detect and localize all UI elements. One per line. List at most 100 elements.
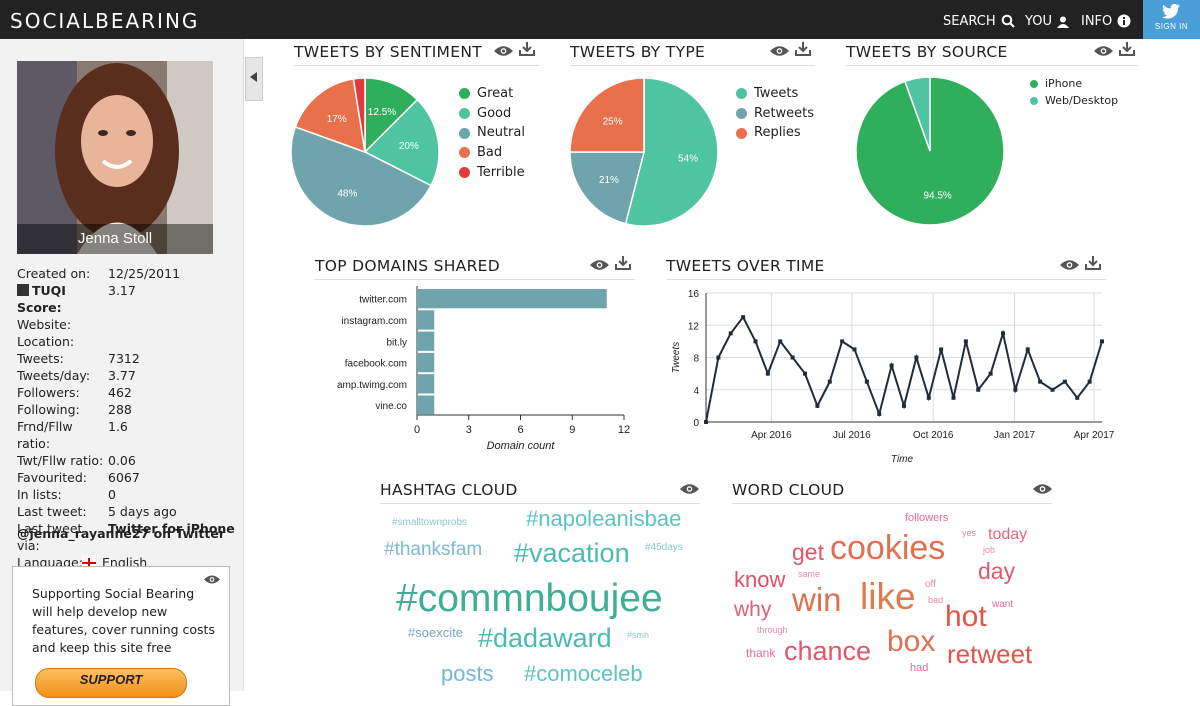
data-point[interactable] [1100,339,1104,344]
cloud-word[interactable]: want [992,599,1014,610]
download-icon[interactable] [519,41,535,61]
data-point[interactable] [951,395,956,400]
cloud-word[interactable]: yes [962,528,977,538]
eye-icon[interactable] [590,258,609,276]
eye-icon[interactable] [204,574,220,585]
data-point[interactable] [1087,379,1092,384]
logo[interactable]: SOCIALBEARING [10,9,200,33]
pie-slice-terrible[interactable] [352,77,366,153]
cloud-word[interactable]: #soexcite [408,625,463,640]
legend-item[interactable]: Good [459,104,525,124]
legend-item[interactable]: Tweets [736,84,814,104]
cloud-word[interactable]: #napoleanisbae [526,506,682,531]
data-point[interactable] [840,339,845,344]
data-point[interactable] [1025,347,1030,352]
data-point[interactable] [864,379,869,384]
cloud-word[interactable]: #thanksfam [384,539,483,560]
data-point[interactable] [778,339,783,344]
download-icon[interactable] [615,255,631,275]
bar[interactable] [417,374,435,394]
eye-icon[interactable] [1060,258,1079,276]
data-point[interactable] [765,371,770,376]
legend-item[interactable]: Retweets [736,104,814,124]
cloud-word[interactable]: followers [905,512,949,524]
data-point[interactable] [852,347,857,352]
cloud-word[interactable]: posts [441,661,494,686]
cloud-word[interactable]: win [792,581,842,618]
eye-icon[interactable] [770,44,789,62]
legend-item[interactable]: Neutral [459,123,525,143]
eye-icon[interactable] [1094,44,1113,62]
bar[interactable] [417,310,435,330]
cloud-word[interactable]: #commnboujee [396,577,663,620]
twitter-handle-link[interactable]: @jenna_rayanne27 on Twitter [17,526,225,541]
data-point[interactable] [815,403,820,408]
data-point[interactable] [728,331,733,336]
pie-slice-neutral[interactable] [290,125,432,227]
legend-item[interactable]: Terrible [459,163,525,183]
data-point[interactable] [914,355,919,360]
cloud-word[interactable]: know [734,567,786,592]
cloud-word[interactable]: box [887,625,936,658]
data-point[interactable] [753,339,758,344]
you-nav[interactable]: YOU [1025,14,1069,29]
info-nav[interactable]: INFO [1081,14,1131,29]
bar[interactable] [417,395,435,415]
data-point[interactable] [877,411,882,416]
cloud-word[interactable]: #dadaward [478,623,612,653]
bar[interactable] [417,289,607,309]
data-point[interactable] [926,395,931,400]
download-icon[interactable] [795,41,811,61]
data-point[interactable] [902,403,906,408]
data-point[interactable] [741,315,746,320]
cloud-word[interactable]: day [978,558,1016,584]
collapse-sidebar-button[interactable] [245,57,263,101]
support-button[interactable]: SUPPORT [35,668,187,698]
sign-in-button[interactable]: SIGN IN [1143,0,1200,39]
cloud-word[interactable]: thank [746,646,776,660]
legend-item[interactable]: iPhone [1030,75,1118,92]
pie-slice-good[interactable] [363,98,440,187]
data-point[interactable] [939,347,944,352]
cloud-word[interactable]: #45days [645,542,683,553]
cloud-word[interactable]: had [910,662,929,674]
data-point[interactable] [803,371,807,376]
legend-item[interactable]: Web/Desktop [1030,92,1118,109]
data-point[interactable] [1013,387,1018,392]
data-point[interactable] [976,387,981,392]
download-icon[interactable] [1119,41,1135,61]
legend-item[interactable]: Bad [459,143,525,163]
cloud-word[interactable]: #vacation [514,538,630,568]
pie-slice-replies[interactable] [569,77,645,153]
search-nav[interactable]: SEARCH [943,14,1015,29]
pie-slice-webdesktop[interactable] [903,76,931,152]
data-point[interactable] [1050,387,1055,392]
data-point[interactable] [1038,379,1043,384]
pie-slice-great[interactable] [364,77,419,154]
eye-icon[interactable] [1033,482,1052,500]
eye-icon[interactable] [680,482,699,500]
cloud-word[interactable]: chance [784,636,872,666]
cloud-word[interactable]: get [792,539,824,565]
cloud-word[interactable]: retweet [947,639,1033,669]
legend-item[interactable]: Replies [736,123,814,143]
cloud-word[interactable]: same [798,569,821,579]
data-point[interactable] [716,355,721,360]
cloud-word[interactable]: #comoceleb [524,661,643,686]
data-point[interactable] [790,355,795,360]
cloud-word[interactable]: hot [945,600,987,633]
cloud-word[interactable]: cookies [830,529,946,567]
data-point[interactable] [1075,395,1080,400]
data-point[interactable] [704,420,708,424]
data-point[interactable] [889,363,894,368]
bar[interactable] [417,331,435,351]
cloud-word[interactable]: bad [928,595,944,605]
cloud-word[interactable]: through [757,625,788,635]
data-point[interactable] [1001,331,1005,336]
data-point[interactable] [963,339,968,344]
cloud-word[interactable]: #smalltownprobs [392,517,468,528]
download-icon[interactable] [1085,255,1101,275]
legend-item[interactable]: Great [459,84,525,104]
eye-icon[interactable] [494,44,513,62]
data-point[interactable] [827,379,832,384]
